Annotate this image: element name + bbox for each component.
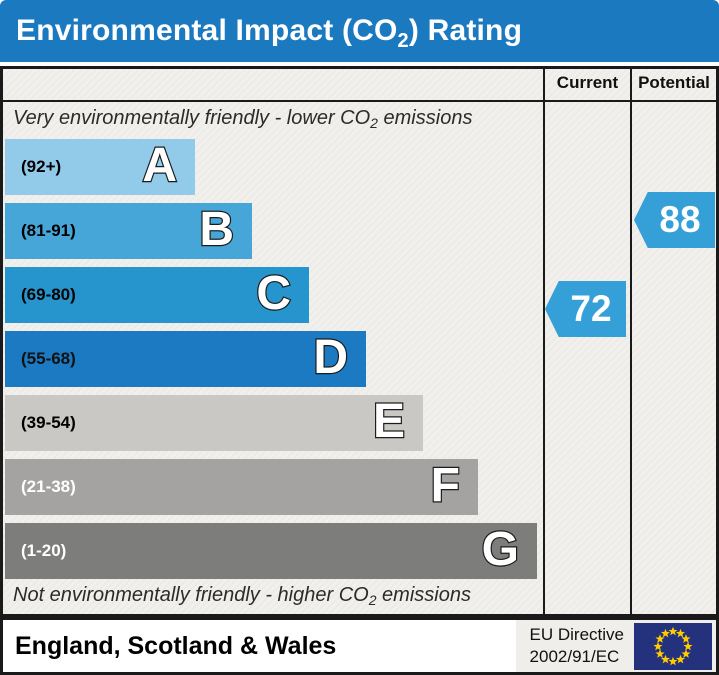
band-letter: E	[372, 395, 406, 449]
title-bar: Environmental Impact (CO2) Rating	[0, 0, 719, 62]
region-label: England, Scotland & Wales	[15, 631, 337, 660]
current-rating-arrow: 72	[545, 281, 626, 337]
band-letter: B	[198, 203, 235, 257]
band-row-e: (39-54) E	[5, 395, 423, 451]
bottom-note: Not environmentally friendly - higher CO…	[13, 584, 471, 608]
band-letter: G	[480, 523, 520, 577]
potential-column-divider	[630, 66, 632, 617]
potential-rating-arrow: 88	[634, 192, 715, 248]
band-row-b: (81-91) B	[5, 203, 252, 259]
band-range-label: (69-80)	[21, 285, 76, 304]
eu-directive-text: EU Directive 2002/91/EC	[529, 624, 624, 666]
footer-right-section: EU Directive 2002/91/EC	[515, 620, 716, 672]
band-range-label: (39-54)	[21, 413, 76, 432]
band-letter: C	[255, 267, 292, 321]
column-header-current: Current	[556, 73, 619, 92]
band-letter: F	[429, 459, 461, 513]
band-range-label: (81-91)	[21, 221, 76, 240]
band-letter: A	[141, 139, 178, 193]
band-letter: D	[312, 331, 349, 385]
band-range-label: (55-68)	[21, 349, 76, 368]
band-row-c: (69-80) C	[5, 267, 309, 323]
eu-flag-icon	[634, 622, 712, 670]
column-header-potential: Potential	[638, 73, 710, 92]
band-row-g: (1-20) G	[5, 523, 537, 579]
header-divider-line	[0, 100, 719, 102]
page-title: Environmental Impact (CO2) Rating	[16, 14, 523, 52]
band-range-label: (1-20)	[21, 541, 67, 560]
current-column-divider	[543, 66, 545, 617]
top-note: Very environmentally friendly - lower CO…	[13, 107, 473, 131]
band-row-d: (55-68) D	[5, 331, 366, 387]
band-row-f: (21-38) F	[5, 459, 478, 515]
footer-bar: England, Scotland & Wales EU Directive 2…	[0, 617, 719, 675]
title-subscript: 2	[397, 30, 409, 52]
band-range-label: (21-38)	[21, 477, 76, 496]
band-row-a: (92+) A	[5, 139, 195, 195]
band-range-label: (92+)	[21, 157, 62, 176]
